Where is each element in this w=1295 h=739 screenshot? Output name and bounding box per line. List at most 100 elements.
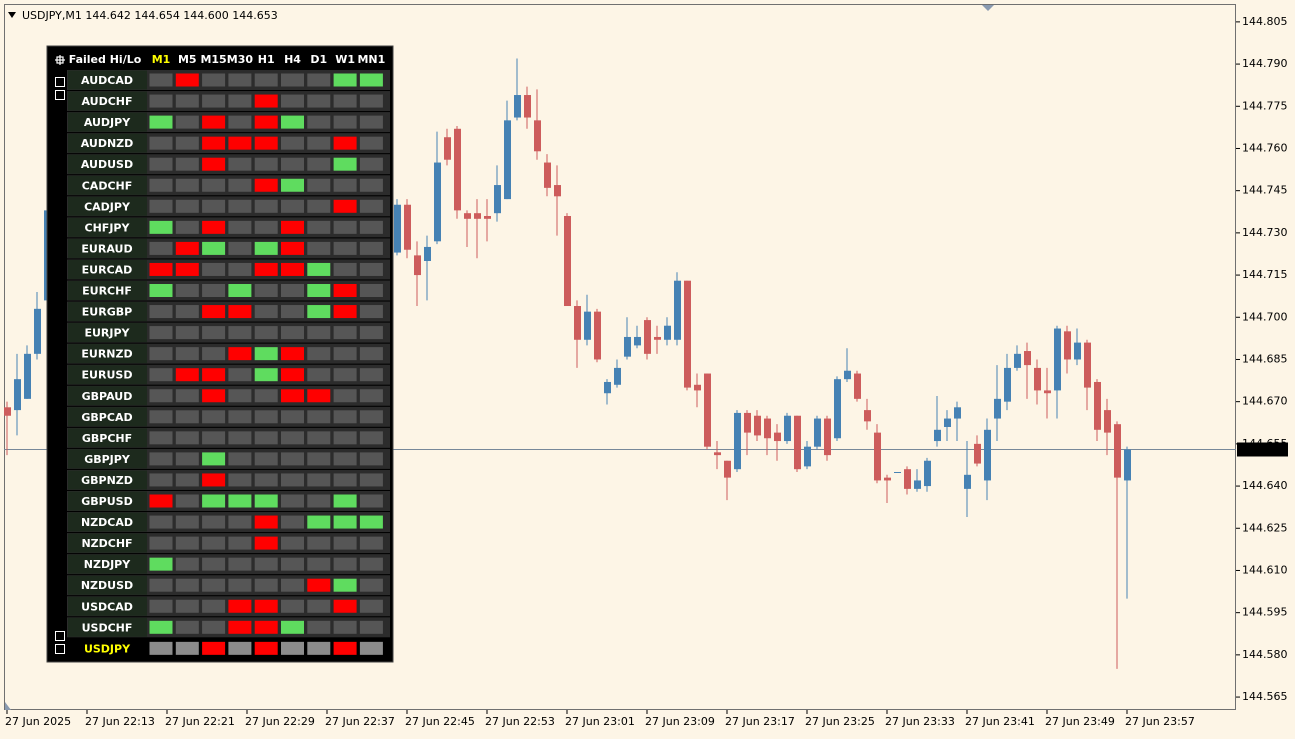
checkbox[interactable]	[55, 90, 65, 100]
signal-cell	[281, 599, 304, 613]
candle-body	[634, 336, 641, 346]
signal-cell	[359, 431, 383, 445]
signal-cell	[254, 389, 278, 403]
signal-cell	[333, 389, 357, 403]
row-label: EURCAD	[82, 263, 133, 276]
row-label: USDCAD	[81, 600, 133, 613]
candle-body	[954, 407, 961, 419]
signal-cell	[359, 452, 383, 466]
row-label-background	[68, 196, 147, 216]
signal-cell	[228, 473, 252, 487]
signal-cell	[307, 410, 331, 424]
candle-body	[914, 480, 921, 489]
x-tick-label: 27 Jun 22:29	[245, 715, 315, 728]
signal-cell	[359, 220, 383, 234]
candle-body	[574, 306, 581, 340]
signal-cell	[307, 347, 331, 361]
candle-body	[554, 185, 561, 197]
checkbox[interactable]	[55, 631, 65, 641]
signal-cell	[228, 620, 252, 634]
row-label: AUDCHF	[81, 95, 132, 108]
y-tick-label: 144.565	[1242, 690, 1288, 703]
scale-marker	[5, 702, 11, 710]
signal-cell	[228, 431, 252, 445]
signal-cell	[202, 178, 226, 192]
signal-cell	[175, 178, 199, 192]
checkbox[interactable]	[55, 77, 65, 87]
row-label: USDCHF	[82, 621, 133, 634]
row-label-background	[68, 638, 147, 658]
candle-body	[614, 367, 621, 385]
row-label: CADJPY	[84, 200, 131, 213]
signal-cell	[175, 641, 199, 655]
signal-cell	[333, 284, 357, 297]
move-icon[interactable]	[55, 55, 65, 65]
candle-body	[514, 95, 521, 118]
signal-cell	[202, 620, 226, 634]
candle-body	[774, 432, 781, 442]
candle-body	[734, 412, 741, 470]
signal-cell	[202, 157, 226, 171]
candle-body	[444, 137, 451, 160]
signal-cell	[149, 515, 173, 529]
column-header: M30	[227, 53, 254, 66]
signal-cell	[307, 473, 331, 487]
candle-body	[584, 311, 591, 340]
candle-body	[994, 398, 1001, 419]
signal-cell	[359, 536, 383, 550]
signal-cell	[149, 241, 173, 255]
row-label: EURJPY	[84, 327, 130, 340]
signal-cell	[175, 220, 199, 234]
signal-cell	[149, 305, 173, 319]
signal-cell	[254, 326, 278, 340]
signal-cell	[149, 284, 173, 297]
signal-cell	[307, 136, 331, 150]
signal-cell	[254, 178, 278, 192]
candle-body	[624, 336, 631, 357]
signal-cell	[333, 452, 357, 466]
signal-cell	[307, 73, 331, 87]
signal-cell	[202, 431, 226, 445]
signal-cell	[307, 115, 331, 129]
signal-cell	[254, 262, 278, 276]
signal-cell	[333, 115, 357, 129]
signal-cell	[281, 199, 304, 213]
signal-cell	[281, 641, 304, 655]
signal-cell	[202, 115, 226, 129]
signal-cell	[228, 452, 252, 466]
candle-body	[464, 213, 471, 219]
signal-cell	[149, 452, 173, 466]
signal-cell	[228, 136, 252, 150]
signal-cell	[175, 326, 199, 340]
candle-body	[834, 379, 841, 439]
y-tick-label: 144.685	[1242, 352, 1288, 365]
signal-cell	[175, 620, 199, 634]
y-tick-label: 144.640	[1242, 479, 1288, 492]
signal-cell	[307, 326, 331, 340]
row-label-background	[68, 365, 147, 385]
signal-cell	[254, 494, 278, 508]
failed-hilo-panel: Failed Hi/Lo M1 M5 M15 M30 H1 H4 D1 W1 MN1 AUDCAD A…	[46, 45, 394, 663]
signal-cell	[359, 157, 383, 171]
candle-body	[1094, 381, 1101, 430]
signal-cell	[281, 115, 304, 129]
row-label: EURGBP	[82, 306, 132, 319]
signal-cell	[281, 536, 304, 550]
signal-cell	[149, 494, 173, 508]
column-header: W1	[335, 53, 355, 66]
signal-cell	[307, 220, 331, 234]
signal-cell	[202, 389, 226, 403]
checkbox[interactable]	[55, 644, 65, 654]
signal-cell	[281, 347, 304, 361]
chart-shift-marker[interactable]	[982, 5, 994, 11]
signal-cell	[175, 157, 199, 171]
signal-cell	[254, 220, 278, 234]
signal-cell	[333, 136, 357, 150]
candle-body	[424, 246, 431, 262]
candle-body	[754, 415, 761, 436]
signal-cell	[307, 262, 331, 276]
signal-cell	[359, 578, 383, 592]
signal-cell	[202, 136, 226, 150]
menu-arrow[interactable]	[8, 12, 16, 18]
column-header: D1	[310, 53, 327, 66]
